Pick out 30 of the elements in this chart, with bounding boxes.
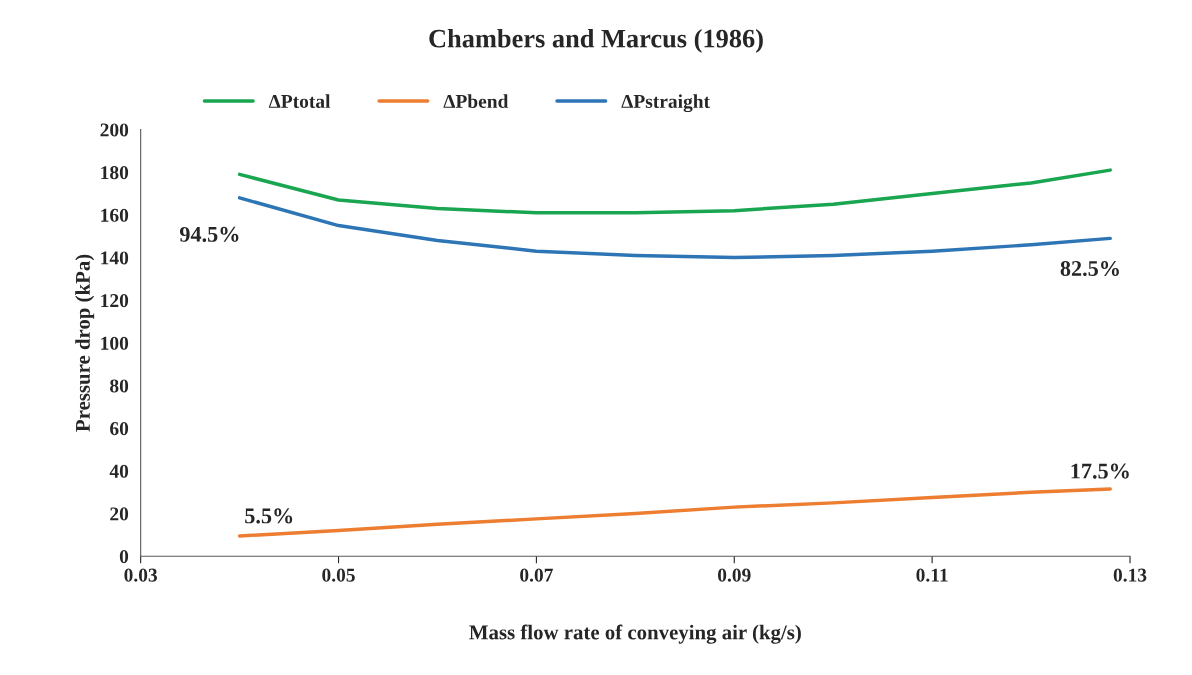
annotation: 94.5% [179, 226, 239, 242]
annotation: 82.5% [1060, 260, 1119, 277]
annotation: 5.5% [245, 508, 293, 524]
y-tick-label: 20 [110, 507, 129, 521]
y-axis-title: Pressure drop (kPa) [75, 254, 95, 432]
line-series [237, 196, 1112, 260]
y-tick-label: 100 [101, 336, 129, 350]
y-tick-label: 120 [101, 294, 129, 308]
legend-label: ΔPstraight [621, 94, 710, 113]
y-tick-label: 140 [101, 251, 129, 265]
y-tick-label: 180 [101, 166, 129, 180]
chart-title: Chambers and Marcus (1986) [429, 28, 763, 53]
annotation: 17.5% [1071, 463, 1129, 479]
x-tick-label: 0.13 [1113, 568, 1147, 582]
y-tick-label: 160 [101, 208, 129, 222]
x-tick-label: 0.07 [520, 568, 553, 582]
y-tick-label: 0 [119, 550, 129, 564]
y-tick-label: 200 [100, 123, 129, 137]
line-series [237, 487, 1112, 538]
x-tick-label: 0.03 [124, 568, 157, 582]
y-tick-label: 60 [110, 422, 129, 436]
x-axis-title: Mass flow rate of conveying air (kg/s) [469, 624, 801, 644]
x-tick-label: 0.05 [322, 568, 355, 582]
y-tick-label: 80 [110, 379, 129, 393]
legend-label: ΔPtotal [268, 94, 331, 108]
legend-label: ΔPbend [443, 94, 509, 108]
x-tick-label: 0.11 [916, 568, 948, 582]
x-tick-label: 0.09 [718, 568, 751, 582]
line-series [237, 168, 1112, 215]
y-tick-label: 40 [109, 464, 129, 478]
